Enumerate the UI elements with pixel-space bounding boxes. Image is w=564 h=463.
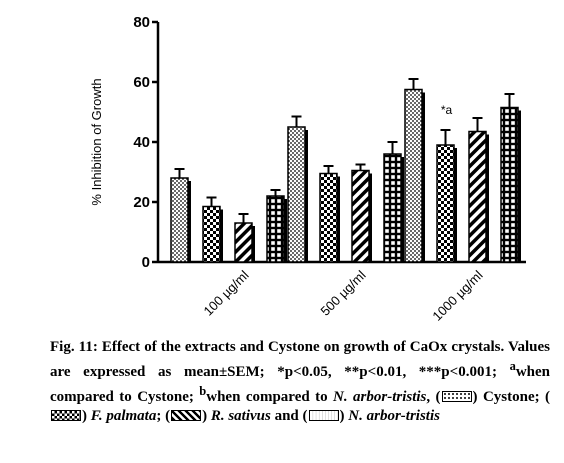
figure-caption: Fig. 11: Effect of the extracts and Cyst… bbox=[50, 339, 551, 424]
bar bbox=[202, 205, 221, 263]
note-b-species: N. arbor-tristis bbox=[333, 389, 427, 405]
caption-values-sentence: Values are expressed as mean±SEM; bbox=[50, 339, 550, 380]
legend-fpalmata: F. palmata bbox=[90, 408, 157, 424]
figure-label: Fig. 11: bbox=[50, 339, 98, 355]
x-tick-label: 1000 µg/ml bbox=[429, 267, 485, 323]
x-tick-label: 100 µg/ml bbox=[200, 267, 251, 318]
legend-checker-swatch-icon bbox=[51, 410, 81, 421]
y-tick-label: 0 bbox=[142, 254, 150, 271]
bar bbox=[287, 126, 306, 263]
legend-dots-swatch-icon bbox=[441, 391, 472, 402]
bar bbox=[319, 172, 338, 263]
y-tick-label: 40 bbox=[133, 134, 150, 151]
note-b-text: when compared to bbox=[206, 389, 328, 405]
figure-title: Effect of the extracts and Cystone on gr… bbox=[101, 339, 505, 355]
bar bbox=[266, 195, 285, 263]
bar bbox=[468, 130, 487, 263]
legend-cystone: Cystone bbox=[482, 389, 535, 405]
legend-squares-swatch-icon bbox=[308, 410, 339, 421]
bar bbox=[500, 106, 519, 263]
bar bbox=[383, 153, 402, 263]
caption-significance: *p<0.05, **p<0.01, ***p<0.001; bbox=[277, 364, 497, 380]
legend-and: and bbox=[274, 408, 299, 424]
bar bbox=[170, 177, 189, 263]
x-tick-label: 500 µg/ml bbox=[317, 267, 368, 318]
bar-chart: 0 20 40 60 80 % Inhibition of Growth 100 µg/ml… bbox=[89, 14, 526, 324]
y-axis-label: % Inhibition of Growth bbox=[89, 78, 104, 205]
bars bbox=[170, 78, 521, 263]
legend-stripes-swatch-icon bbox=[171, 410, 202, 421]
bar bbox=[351, 169, 370, 263]
note-a-text: when compared to Cystone; bbox=[50, 364, 551, 405]
note-a-mark: a bbox=[509, 359, 516, 373]
bar bbox=[404, 88, 423, 263]
legend-rsativus: R. sativus bbox=[210, 408, 271, 424]
bar bbox=[436, 144, 455, 263]
legend-narbor: N. arbor-tristis bbox=[348, 408, 440, 424]
bar bbox=[234, 222, 253, 263]
y-tick-label: 80 bbox=[133, 14, 150, 31]
y-tick-label: 20 bbox=[133, 194, 150, 211]
note-b-mark: b bbox=[199, 384, 207, 398]
y-tick-label: 60 bbox=[133, 74, 150, 91]
significance-annotation: *a bbox=[441, 103, 453, 117]
